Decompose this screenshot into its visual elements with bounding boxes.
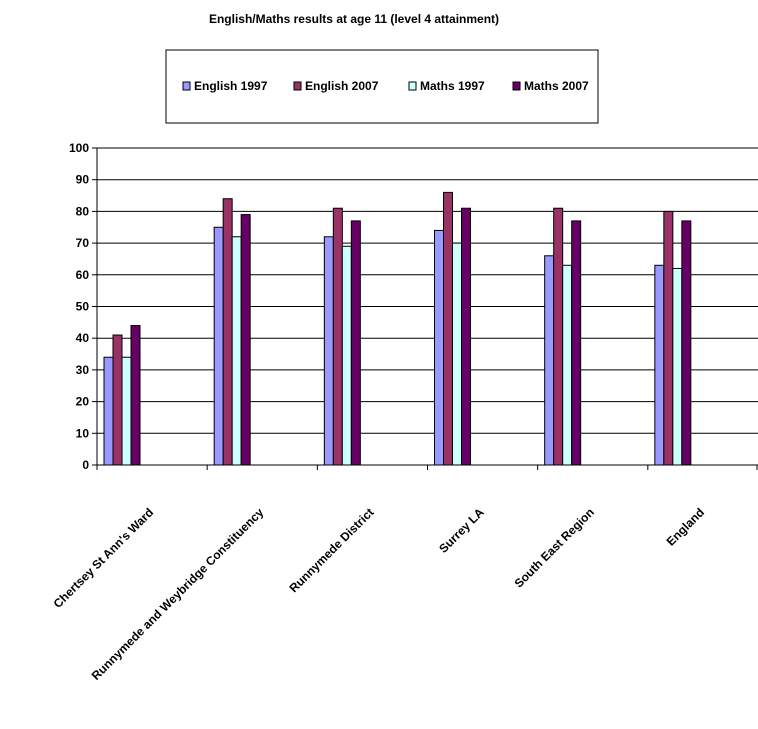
legend-label: Maths 2007 (524, 79, 589, 93)
y-tick-label: 90 (76, 173, 90, 187)
y-tick-label: 30 (76, 363, 90, 377)
bar (103, 356, 114, 466)
bar (341, 245, 352, 466)
bar (562, 264, 573, 466)
bar (461, 207, 471, 466)
legend-swatch (182, 81, 191, 91)
x-category-label: Chertsey St Ann's Ward (51, 505, 157, 611)
chart-title: English/Maths results at age 11 (level 4… (209, 12, 499, 26)
y-axis-ticks: 0 10 20 30 40 50 60 70 80 90 100 (69, 141, 97, 472)
x-category-label: Runnymede District (286, 505, 376, 595)
bar (672, 267, 683, 466)
bar (121, 356, 132, 466)
bar (213, 226, 224, 466)
legend-label: English 2007 (305, 79, 379, 93)
bar (240, 214, 251, 466)
legend-label: English 1997 (194, 79, 268, 93)
legend-box (165, 49, 599, 124)
legend-swatch (293, 81, 302, 91)
x-category-label: Surrey LA (436, 505, 487, 556)
legend-swatch (408, 81, 417, 91)
y-tick-label: 50 (76, 300, 90, 314)
y-tick-label: 20 (76, 395, 90, 409)
legend-label: Maths 1997 (420, 79, 485, 93)
bar (571, 220, 582, 466)
x-category-label: Runnymede and Weybridge Constituency (89, 505, 267, 683)
gridlines (97, 147, 758, 434)
bar (231, 236, 242, 466)
legend-swatch (512, 81, 521, 91)
y-tick-label: 10 (76, 426, 90, 440)
y-tick-label: 100 (69, 141, 89, 155)
x-category-label: South East Region (512, 505, 597, 590)
bar (434, 229, 444, 466)
bar (332, 207, 343, 466)
bar (130, 325, 141, 466)
y-tick-label: 70 (76, 236, 90, 250)
y-tick-label: 40 (76, 331, 90, 345)
bar (663, 210, 674, 466)
bar (544, 255, 555, 466)
y-tick-label: 60 (76, 268, 90, 282)
y-tick-label: 80 (76, 204, 90, 218)
bar (681, 220, 692, 466)
y-tick-label: 0 (82, 458, 89, 472)
bar (443, 191, 453, 466)
x-category-label: England (664, 505, 707, 548)
bar (553, 207, 564, 466)
bar (112, 334, 123, 466)
bar (350, 220, 361, 466)
bars (103, 191, 692, 466)
bar (654, 264, 665, 466)
bar (452, 242, 462, 466)
bar (323, 236, 334, 466)
bar (222, 198, 233, 466)
legend: English 1997 English 2007 Maths 1997 Maths … (182, 79, 589, 93)
